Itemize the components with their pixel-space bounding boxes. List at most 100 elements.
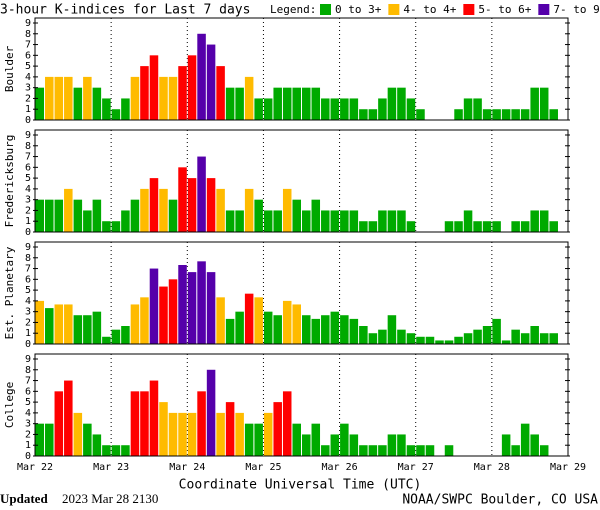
bar — [263, 412, 273, 456]
bar — [282, 188, 292, 232]
bar — [330, 311, 340, 344]
bar — [206, 44, 216, 120]
bar — [159, 188, 168, 232]
bar — [321, 445, 330, 456]
bar — [340, 210, 349, 232]
bar — [197, 261, 206, 344]
x-tick-label: Mar 27 — [398, 462, 434, 473]
bar — [244, 423, 254, 456]
bar — [378, 329, 387, 344]
y-tick-label: 1 — [25, 440, 31, 451]
bar — [102, 445, 111, 456]
y-tick-label: 9 — [25, 18, 31, 29]
y-tick-label: 7 — [25, 152, 31, 163]
bar — [111, 445, 121, 456]
bar — [330, 434, 340, 456]
bar — [35, 300, 45, 344]
bar — [206, 272, 216, 344]
bar — [35, 423, 45, 456]
bar — [397, 87, 406, 120]
y-axis-label: Boulder — [3, 45, 16, 92]
bar — [482, 221, 492, 232]
bar — [492, 318, 501, 344]
y-tick-label: 8 — [25, 365, 31, 376]
bar — [187, 55, 197, 121]
bar — [168, 279, 178, 344]
bar — [254, 98, 263, 120]
bar — [92, 434, 102, 456]
legend-label: 0 to 3+ — [335, 3, 382, 16]
y-tick-label: 4 — [25, 296, 31, 307]
bar — [102, 336, 111, 344]
panel-frame — [34, 129, 569, 233]
bar — [54, 76, 64, 120]
y-tick-label: 9 — [25, 354, 31, 365]
y-axis-label: College — [3, 382, 16, 428]
bar — [444, 445, 454, 456]
bar — [45, 199, 54, 232]
y-tick-label: 3 — [25, 307, 31, 318]
x-tick-label: Mar 25 — [245, 462, 281, 473]
footer-date: 2023 Mar 28 2130 — [62, 491, 158, 506]
bar — [54, 391, 64, 456]
bar — [159, 76, 168, 120]
bar — [444, 221, 454, 232]
bar — [311, 87, 321, 120]
bar — [121, 210, 130, 232]
bar — [520, 109, 530, 120]
bar — [387, 210, 397, 232]
bar — [216, 188, 225, 232]
bar — [416, 109, 425, 120]
bar — [35, 87, 45, 120]
bar — [473, 329, 482, 344]
bar — [520, 333, 530, 344]
bar — [178, 167, 187, 232]
y-tick-label: 9 — [25, 130, 31, 141]
bar — [254, 199, 263, 232]
bar — [225, 318, 235, 344]
bar — [64, 380, 73, 456]
y-tick-label: 7 — [25, 264, 31, 275]
y-tick-label: 6 — [25, 162, 31, 173]
bar — [473, 221, 482, 232]
legend-swatch — [538, 4, 550, 15]
bar — [349, 210, 359, 232]
bar — [321, 315, 330, 344]
bar — [530, 326, 539, 344]
bar — [482, 109, 492, 120]
footer-credit: NOAA/SWPC Boulder, CO USA — [402, 493, 598, 508]
bar — [511, 329, 520, 344]
bar — [539, 210, 549, 232]
bar — [130, 304, 140, 344]
bar — [549, 109, 558, 120]
y-tick-label: 0 — [25, 451, 31, 462]
bar — [254, 297, 263, 344]
bar — [235, 412, 244, 456]
bar — [302, 210, 311, 232]
bar — [197, 391, 206, 456]
bar — [501, 434, 511, 456]
bar — [263, 98, 273, 120]
bar — [178, 66, 187, 120]
bar — [530, 434, 539, 456]
bar — [54, 199, 64, 232]
bar — [216, 66, 225, 120]
bar — [244, 76, 254, 120]
bar — [168, 199, 178, 232]
y-tick-label: 2 — [25, 205, 31, 216]
bar — [254, 423, 263, 456]
bar — [168, 76, 178, 120]
bar — [73, 412, 83, 456]
bar — [45, 423, 54, 456]
y-tick-label: 0 — [25, 115, 31, 126]
x-tick-label: Mar 22 — [17, 462, 53, 473]
bar — [311, 199, 321, 232]
bar — [197, 33, 206, 120]
bar — [511, 109, 520, 120]
bar — [273, 315, 282, 344]
bar — [368, 109, 378, 120]
y-tick-label: 7 — [25, 40, 31, 51]
bar — [130, 76, 140, 120]
bar — [83, 423, 92, 456]
bar — [463, 210, 473, 232]
